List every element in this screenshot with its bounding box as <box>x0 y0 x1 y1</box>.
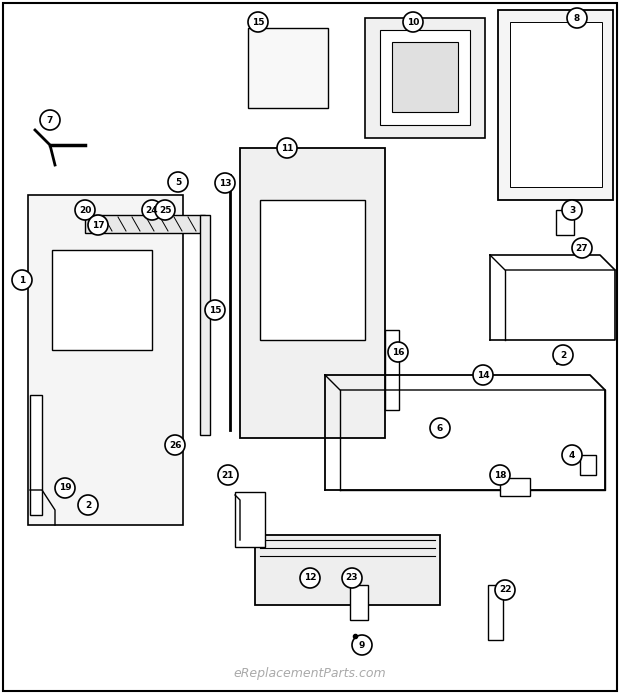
Bar <box>235 492 265 547</box>
Circle shape <box>75 200 95 220</box>
Text: 2: 2 <box>85 500 91 509</box>
Text: 6: 6 <box>437 423 443 432</box>
Bar <box>240 148 385 438</box>
Text: 14: 14 <box>477 371 489 380</box>
Bar <box>510 22 602 187</box>
Bar <box>488 585 503 640</box>
Bar <box>392 42 458 112</box>
Circle shape <box>155 200 175 220</box>
Circle shape <box>490 465 510 485</box>
Text: 2: 2 <box>560 350 566 359</box>
Circle shape <box>142 200 162 220</box>
Text: 5: 5 <box>175 178 181 187</box>
Bar <box>580 455 596 475</box>
Bar <box>85 215 205 233</box>
Text: 26: 26 <box>169 441 181 450</box>
Circle shape <box>165 435 185 455</box>
Circle shape <box>352 635 372 655</box>
Bar <box>248 28 328 108</box>
Text: 23: 23 <box>346 573 358 582</box>
Text: 8: 8 <box>574 13 580 22</box>
Text: 20: 20 <box>79 205 91 214</box>
Text: 3: 3 <box>569 205 575 214</box>
Text: 18: 18 <box>494 471 507 480</box>
Circle shape <box>55 478 75 498</box>
Bar <box>500 478 530 496</box>
Text: 13: 13 <box>219 178 231 187</box>
Circle shape <box>342 568 362 588</box>
Text: 16: 16 <box>392 348 404 357</box>
Circle shape <box>168 172 188 192</box>
Text: 10: 10 <box>407 17 419 26</box>
Text: 21: 21 <box>222 471 234 480</box>
Text: 1: 1 <box>19 276 25 285</box>
Bar <box>30 395 42 515</box>
Circle shape <box>553 345 573 365</box>
Text: eReplacementParts.com: eReplacementParts.com <box>234 667 386 680</box>
Circle shape <box>562 200 582 220</box>
Circle shape <box>473 365 493 385</box>
Bar <box>200 215 210 435</box>
Circle shape <box>88 215 108 235</box>
Bar <box>498 10 613 200</box>
Circle shape <box>218 465 238 485</box>
Circle shape <box>562 445 582 465</box>
Bar <box>28 195 183 525</box>
Circle shape <box>495 580 515 600</box>
Circle shape <box>572 238 592 258</box>
Circle shape <box>388 342 408 362</box>
Circle shape <box>12 270 32 290</box>
Circle shape <box>567 8 587 28</box>
Text: 11: 11 <box>281 144 293 153</box>
Bar <box>255 535 440 605</box>
Bar <box>380 30 470 125</box>
Circle shape <box>403 12 423 32</box>
Text: 27: 27 <box>576 244 588 253</box>
Text: 15: 15 <box>252 17 264 26</box>
Bar <box>556 210 574 235</box>
Circle shape <box>277 138 297 158</box>
Text: 9: 9 <box>359 641 365 650</box>
Text: 12: 12 <box>304 573 316 582</box>
Circle shape <box>430 418 450 438</box>
Circle shape <box>248 12 268 32</box>
Text: 15: 15 <box>209 305 221 314</box>
Circle shape <box>300 568 320 588</box>
Text: 19: 19 <box>59 484 71 493</box>
Circle shape <box>40 110 60 130</box>
Circle shape <box>78 495 98 515</box>
Text: 17: 17 <box>92 221 104 230</box>
Text: 24: 24 <box>146 205 158 214</box>
Bar <box>350 585 368 620</box>
Bar <box>365 18 485 138</box>
Bar <box>260 200 365 340</box>
Bar <box>385 330 399 410</box>
Text: 25: 25 <box>159 205 171 214</box>
Circle shape <box>215 173 235 193</box>
Circle shape <box>205 300 225 320</box>
Text: 7: 7 <box>47 115 53 124</box>
Text: 22: 22 <box>498 586 511 595</box>
Text: 4: 4 <box>569 450 575 459</box>
Bar <box>52 250 152 350</box>
